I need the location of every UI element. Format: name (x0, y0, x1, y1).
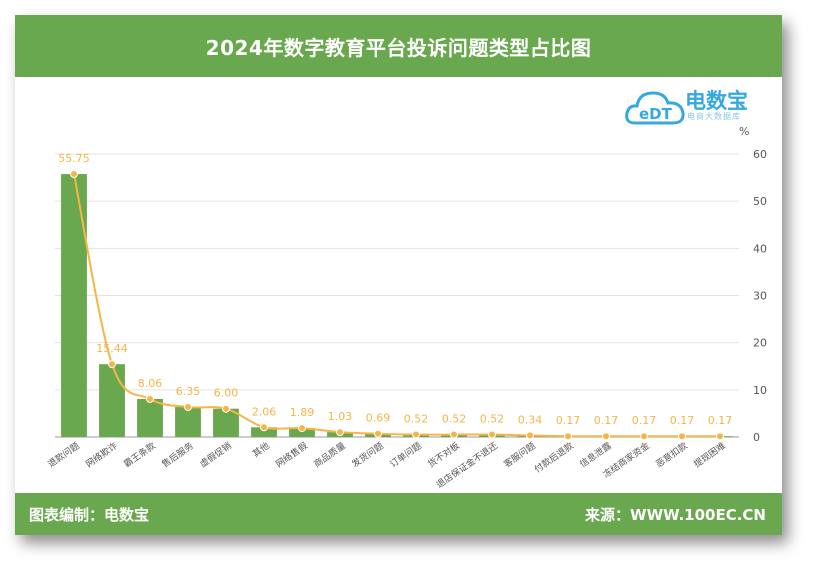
line-point (678, 432, 686, 441)
bar-line-chart: 55.75 15.44 8.06 6.35 6.00 2.06 1.89 1.03 0.69 0.… (45, 125, 767, 491)
line-point (564, 432, 572, 441)
line-point (450, 430, 458, 439)
chart-card: 2024年数字教育平台投诉问题类型占比图 eDT 电数宝 电商大数据库 55.7… (15, 15, 782, 535)
x-tick-label: 售后服务 (159, 440, 195, 470)
bar (175, 407, 201, 437)
brand-logo: eDT 电数宝 电商大数据库 (625, 83, 775, 129)
x-tick-label: 退款问题 (45, 440, 81, 470)
footer-bar: 图表编制：电数宝 来源：WWW.100EC.CN (15, 493, 782, 535)
x-tick-label: 客服问题 (501, 440, 537, 470)
y-tick-label: 50 (753, 195, 767, 208)
line-point (336, 428, 344, 437)
line-point (184, 403, 192, 412)
line-point (716, 432, 724, 441)
data-label: 0.52 (442, 413, 467, 426)
cloud-logo-icon: eDT (625, 91, 685, 125)
x-tick-label: 付款后退款 (532, 440, 576, 476)
bar (213, 408, 239, 437)
series-line (73, 173, 720, 438)
data-label: 6.00 (214, 387, 239, 400)
line-point (260, 423, 268, 432)
y-tick-label: 30 (753, 290, 767, 303)
x-tick-label: 其他 (250, 440, 272, 460)
x-tick-label: 信息泄露 (577, 440, 613, 470)
data-label: 1.03 (328, 410, 353, 423)
data-label: 0.17 (708, 414, 733, 427)
footer-source: 来源：WWW.100EC.CN (585, 506, 766, 524)
y-tick-label: 10 (753, 384, 767, 397)
line-point (640, 432, 648, 441)
line-point (298, 424, 306, 433)
logo-subtitle: 电商大数据库 (687, 112, 741, 121)
x-tick-label: 订单问题 (387, 440, 423, 470)
data-label: 0.17 (556, 414, 581, 427)
bar (137, 398, 163, 437)
data-label: 15.44 (96, 342, 128, 355)
y-tick-label: 60 (753, 148, 767, 161)
bar (289, 428, 315, 437)
bar (99, 364, 125, 437)
line-point (488, 430, 496, 439)
x-tick-label: 发货问题 (349, 440, 385, 470)
x-tick-label: 货不对板 (425, 440, 461, 470)
data-label: 2.06 (252, 405, 277, 418)
data-label: 0.34 (518, 413, 543, 426)
data-label: 0.52 (480, 413, 505, 426)
x-tick-label: 退店保证金不退还 (434, 440, 500, 491)
data-label: 0.69 (366, 412, 391, 425)
line-point (222, 404, 230, 413)
data-label: 8.06 (138, 377, 163, 390)
data-label: 0.17 (632, 414, 657, 427)
bar (251, 427, 277, 437)
line-point (526, 431, 534, 440)
line-point (374, 429, 382, 438)
y-tick-label: 40 (753, 242, 767, 255)
data-label: 0.17 (594, 414, 619, 427)
x-tick-label: 虚假促销 (197, 440, 233, 470)
logo-abbr: eDT (639, 105, 673, 123)
x-tick-label: 提现困难 (692, 440, 728, 470)
y-unit-label: % (739, 125, 749, 138)
bar (61, 174, 87, 437)
data-label: 55.75 (58, 152, 90, 165)
x-tick-label: 网络售假 (273, 440, 309, 470)
x-tick-label: 网络欺诈 (83, 440, 119, 470)
x-tick-label: 霸王条款 (121, 440, 157, 470)
chart-title: 2024年数字教育平台投诉问题类型占比图 (15, 15, 782, 77)
footer-credit: 图表编制：电数宝 (29, 506, 150, 524)
line-point (70, 170, 78, 179)
line-point (602, 432, 610, 441)
logo-name: 电数宝 (685, 89, 748, 113)
y-tick-label: 20 (753, 337, 767, 350)
data-label: 6.35 (176, 385, 201, 398)
line-point (108, 360, 116, 369)
data-label: 0.52 (404, 413, 429, 426)
line-point (412, 430, 420, 439)
x-tick-label: 商品质量 (311, 440, 347, 470)
x-tick-label: 恶意扣款 (653, 440, 689, 470)
data-label: 0.17 (670, 414, 695, 427)
data-label: 1.89 (290, 406, 315, 419)
y-tick-label: 0 (753, 431, 760, 444)
line-point (146, 394, 154, 403)
